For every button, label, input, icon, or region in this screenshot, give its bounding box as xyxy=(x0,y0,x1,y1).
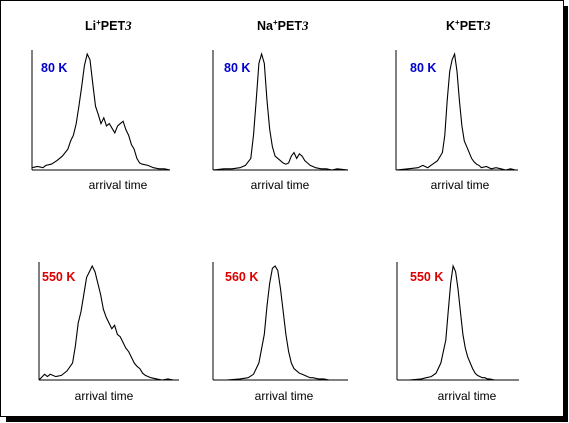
temperature-label: 80 K xyxy=(41,61,67,75)
x-axis-label: arrival time xyxy=(255,389,314,403)
temperature-label: 80 K xyxy=(224,61,250,75)
arrival-time-curve xyxy=(212,52,349,171)
temperature-label: 550 K xyxy=(42,270,75,284)
column-title-na: Na+PET3 xyxy=(257,18,309,34)
x-axis-label: arrival time xyxy=(438,389,497,403)
arrival-time-curve xyxy=(213,265,348,381)
arrival-time-curve xyxy=(395,51,518,171)
arrival-time-curve xyxy=(397,264,519,381)
figure-border xyxy=(0,0,564,417)
temperature-label: 80 K xyxy=(410,61,436,75)
temperature-label: 550 K xyxy=(410,270,443,284)
arrival-time-curve xyxy=(31,52,171,171)
x-axis-label: arrival time xyxy=(75,389,134,403)
column-title-k: K+PET3 xyxy=(446,18,491,34)
x-axis-label: arrival time xyxy=(251,178,310,192)
column-title-li: Li+PET3 xyxy=(85,18,132,34)
arrival-time-curve xyxy=(38,264,179,381)
temperature-label: 560 K xyxy=(225,270,258,284)
x-axis-label: arrival time xyxy=(431,178,490,192)
x-axis-label: arrival time xyxy=(89,178,148,192)
